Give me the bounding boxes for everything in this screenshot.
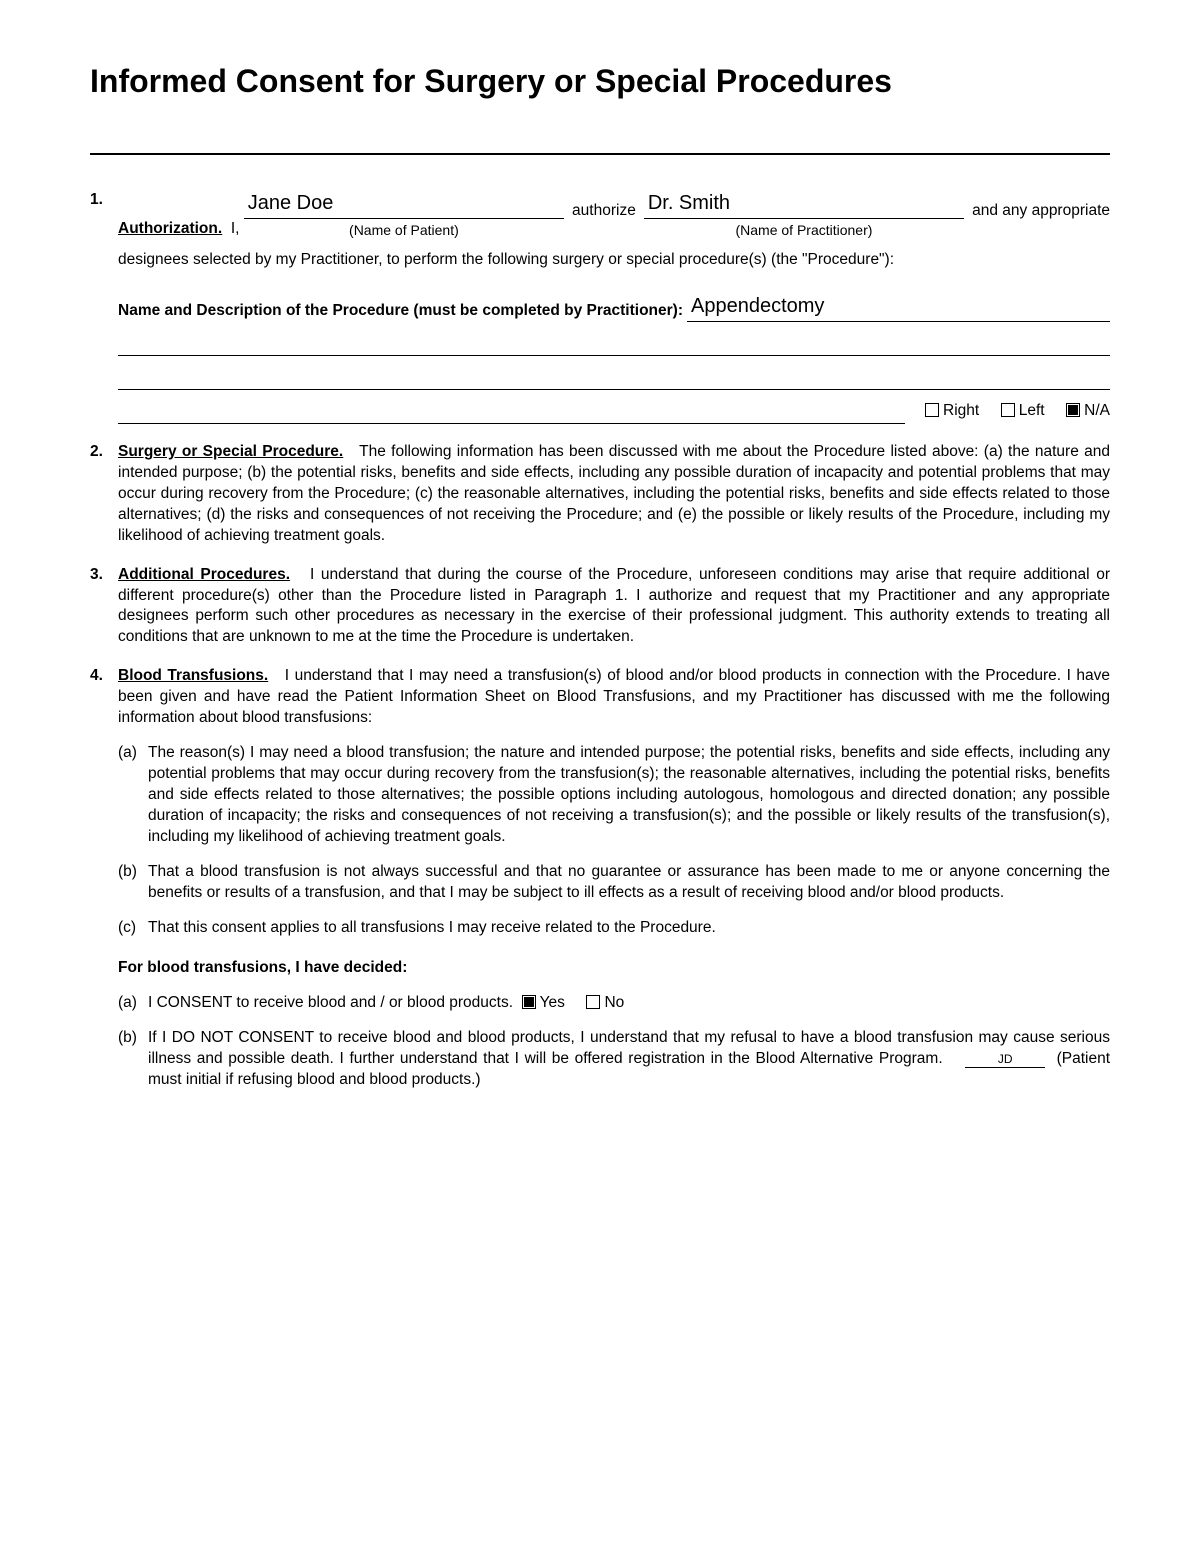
section-number: 2.	[90, 442, 118, 547]
text-consent-a: I CONSENT to receive blood and / or bloo…	[148, 994, 513, 1011]
procedure-label: Name and Description of the Procedure (m…	[118, 301, 683, 322]
sub-a: (a) The reason(s) I may need a blood tra…	[118, 743, 1110, 848]
text-blood-c: That this consent applies to all transfu…	[148, 918, 1110, 939]
text-blood-a: The reason(s) I may need a blood transfu…	[148, 743, 1110, 848]
label-yes: Yes	[540, 994, 565, 1011]
label-right: Right	[943, 402, 979, 419]
divider	[90, 153, 1110, 155]
heading-additional: Additional Procedures.	[118, 566, 290, 583]
heading-surgery: Surgery or Special Procedure.	[118, 443, 343, 460]
decide-heading: For blood transfusions, I have decided:	[118, 958, 1110, 979]
initials-field[interactable]: JD	[965, 1051, 1045, 1068]
checkbox-na[interactable]	[1066, 403, 1080, 417]
label-no: No	[604, 994, 624, 1011]
patient-name-field[interactable]: Jane Doe	[244, 190, 564, 219]
section-additional: 3. Additional Procedures. I understand t…	[90, 565, 1110, 649]
blank-line[interactable]	[118, 398, 905, 424]
text-i: I,	[231, 220, 240, 237]
section-blood: 4. Blood Transfusions. I understand that…	[90, 666, 1110, 1091]
section-number: 1.	[90, 190, 118, 424]
consent-a: (a) I CONSENT to receive blood and / or …	[118, 993, 1110, 1014]
practitioner-name-label: (Name of Practitioner)	[644, 221, 964, 240]
checkbox-consent-no[interactable]	[586, 995, 600, 1009]
blank-line[interactable]	[118, 364, 1110, 390]
text-authorize: authorize	[564, 201, 644, 240]
heading-authorization: Authorization.	[118, 220, 222, 237]
sub-c: (c) That this consent applies to all tra…	[118, 918, 1110, 939]
label-left: Left	[1019, 402, 1045, 419]
section-number: 3.	[90, 565, 118, 649]
checkbox-left[interactable]	[1001, 403, 1015, 417]
section-authorization: 1. Authorization. I, Jane Doe (Name of P…	[90, 190, 1110, 424]
text-designees: designees selected by my Practitioner, t…	[118, 250, 1110, 271]
label-na: N/A	[1084, 402, 1110, 419]
patient-name-label: (Name of Patient)	[244, 221, 564, 240]
section-surgery: 2. Surgery or Special Procedure. The fol…	[90, 442, 1110, 547]
text-trail: and any appropriate	[964, 201, 1110, 240]
procedure-name-field[interactable]: Appendectomy	[687, 293, 1110, 322]
page-title: Informed Consent for Surgery or Special …	[90, 60, 1110, 103]
blank-line[interactable]	[118, 330, 1110, 356]
consent-b: (b) If I DO NOT CONSENT to receive blood…	[118, 1028, 1110, 1091]
checkbox-consent-yes[interactable]	[522, 995, 536, 1009]
practitioner-name-field[interactable]: Dr. Smith	[644, 190, 964, 219]
sub-b: (b) That a blood transfusion is not alwa…	[118, 862, 1110, 904]
text-blood-b: That a blood transfusion is not always s…	[148, 862, 1110, 904]
section-number: 4.	[90, 666, 118, 1091]
heading-blood: Blood Transfusions.	[118, 667, 268, 684]
checkbox-right[interactable]	[925, 403, 939, 417]
